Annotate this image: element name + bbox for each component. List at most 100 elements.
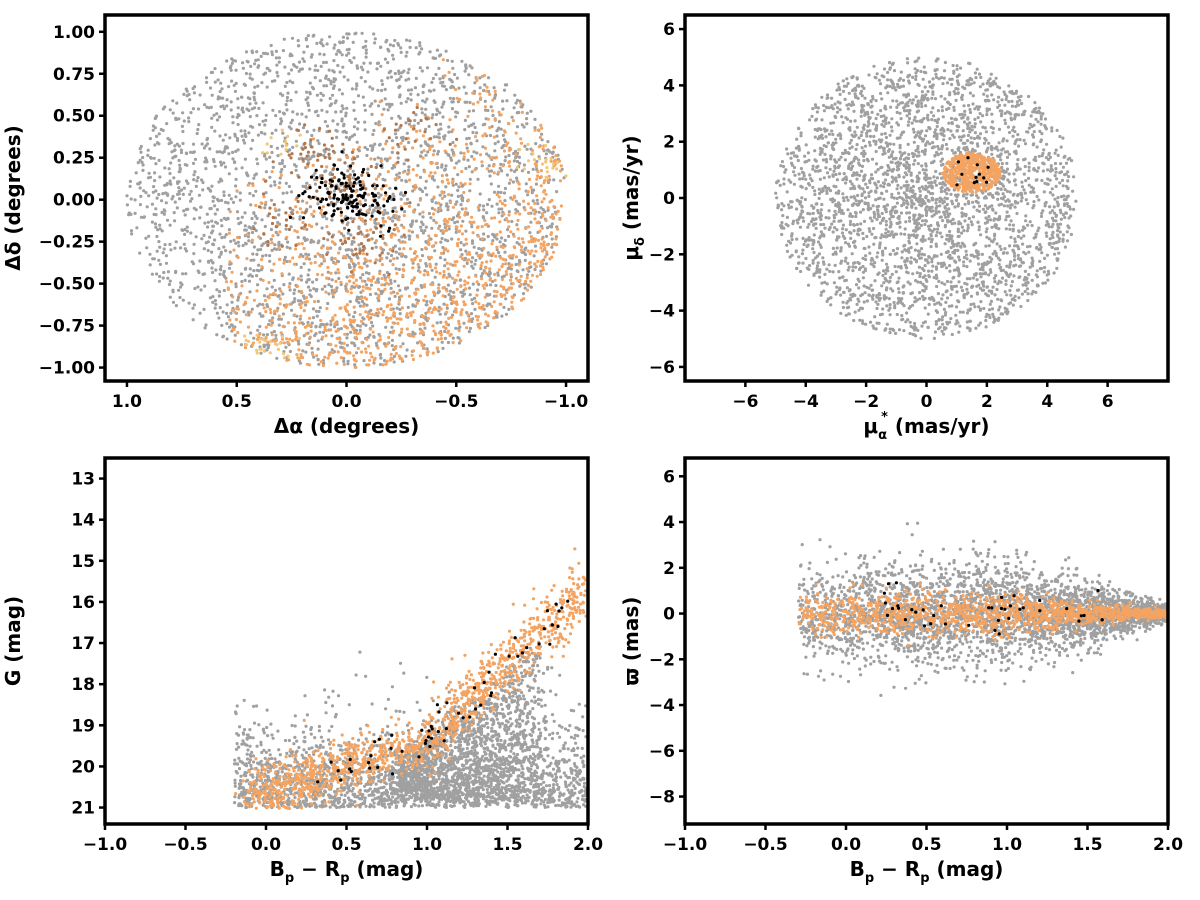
- members-series-point: [337, 158, 341, 162]
- members-series-point: [299, 305, 303, 310]
- field-series-point: [450, 107, 455, 111]
- field-series-point: [316, 114, 320, 118]
- field-series-point: [205, 136, 210, 141]
- gold_group-series-point: [265, 151, 269, 155]
- y-tick-label: 0.75: [53, 65, 95, 85]
- field-series-point: [229, 239, 233, 243]
- field-series-point: [390, 116, 394, 120]
- members-series-point: [535, 274, 539, 278]
- field-series-point: [219, 81, 223, 85]
- field-series-point: [515, 241, 519, 245]
- field-series-point: [389, 286, 393, 290]
- field-series-point: [389, 253, 394, 258]
- field-series-point: [164, 201, 168, 205]
- members-series-point: [348, 318, 352, 322]
- members-series-point: [268, 293, 272, 297]
- field-series-point: [149, 155, 153, 160]
- members-series-point: [426, 255, 430, 259]
- field-series-point: [328, 96, 332, 101]
- brown_group-series-point: [266, 243, 270, 247]
- field-series-point: [325, 124, 330, 128]
- members-series-point: [501, 245, 505, 249]
- field-series-point: [384, 325, 388, 329]
- field-series-point: [481, 145, 485, 149]
- members-series-point: [462, 303, 467, 307]
- field-series-point: [424, 153, 428, 157]
- field-series-point: [480, 164, 484, 168]
- field-series-point: [941, 315, 945, 319]
- field-series-point: [155, 272, 159, 276]
- core-series-point: [321, 197, 325, 201]
- field-series-point: [951, 202, 955, 206]
- members-series-point: [490, 242, 494, 246]
- field-series-point: [280, 159, 285, 163]
- field-series-point: [336, 63, 340, 68]
- field-series-point: [424, 179, 428, 183]
- field-series-point: [386, 108, 390, 112]
- members-series-point: [474, 274, 478, 278]
- field-series-point: [413, 304, 417, 308]
- field-series-point: [431, 76, 435, 81]
- field-series-point: [985, 94, 989, 98]
- members-series-point: [529, 185, 533, 189]
- field-series-point: [1005, 167, 1010, 171]
- field-series-point: [477, 246, 481, 251]
- field-series-point: [868, 229, 872, 233]
- field-series-point: [187, 116, 191, 120]
- field-series-point: [172, 176, 176, 180]
- members-series-point: [358, 265, 362, 269]
- field-series-point: [801, 236, 805, 240]
- field-series-point: [460, 59, 464, 63]
- field-series-point: [183, 232, 187, 236]
- field-series-point: [888, 66, 893, 70]
- field-series-point: [173, 144, 177, 148]
- field-series-point: [350, 87, 354, 91]
- members-series-point: [342, 362, 346, 366]
- field-series-point: [356, 127, 360, 131]
- members-series-point: [451, 179, 455, 183]
- field-series-point: [333, 101, 337, 105]
- members-series-point: [342, 341, 346, 345]
- gold_group-series-point: [286, 354, 290, 358]
- field-series-point: [436, 149, 440, 154]
- members-series-point: [251, 183, 255, 188]
- field-series-point: [1019, 304, 1023, 309]
- field-series-point: [219, 160, 223, 164]
- field-series-point: [489, 283, 493, 287]
- field-series-point: [161, 276, 165, 280]
- field-series-point: [320, 287, 324, 291]
- field-series-point: [838, 92, 842, 96]
- field-series-point: [486, 234, 490, 239]
- field-series-point: [161, 107, 165, 111]
- members-series-point: [230, 270, 234, 274]
- brown_group-series-point: [263, 179, 268, 183]
- field-series-point: [870, 219, 874, 223]
- field-series-point: [874, 116, 878, 121]
- brown_group-series-point: [266, 240, 270, 244]
- members-series-point: [365, 229, 369, 233]
- field-series-point: [831, 246, 836, 250]
- field-series-point: [393, 294, 397, 298]
- brown_group-series-point: [373, 261, 377, 265]
- field-series-point: [400, 223, 404, 227]
- field-series-point: [179, 246, 183, 250]
- field-series-point: [366, 167, 370, 171]
- field-series-point: [953, 117, 957, 121]
- gold_group-series-point: [244, 343, 249, 347]
- members-series-point: [520, 237, 525, 241]
- members-series-point: [397, 300, 401, 304]
- field-series-point: [352, 240, 356, 244]
- members-series-point: [377, 222, 381, 226]
- brown_group-series-point: [287, 227, 291, 232]
- members-series-point: [438, 140, 442, 144]
- members-series-point: [428, 174, 432, 178]
- field-series-point: [895, 105, 899, 109]
- members-series-point: [525, 276, 529, 280]
- members-series-point: [519, 141, 524, 145]
- field-series-point: [376, 88, 380, 92]
- field-series-point: [274, 128, 278, 132]
- members-series-point: [408, 247, 413, 251]
- members-series-point: [447, 316, 451, 320]
- field-series-point: [390, 325, 394, 329]
- field-series-point: [302, 262, 306, 266]
